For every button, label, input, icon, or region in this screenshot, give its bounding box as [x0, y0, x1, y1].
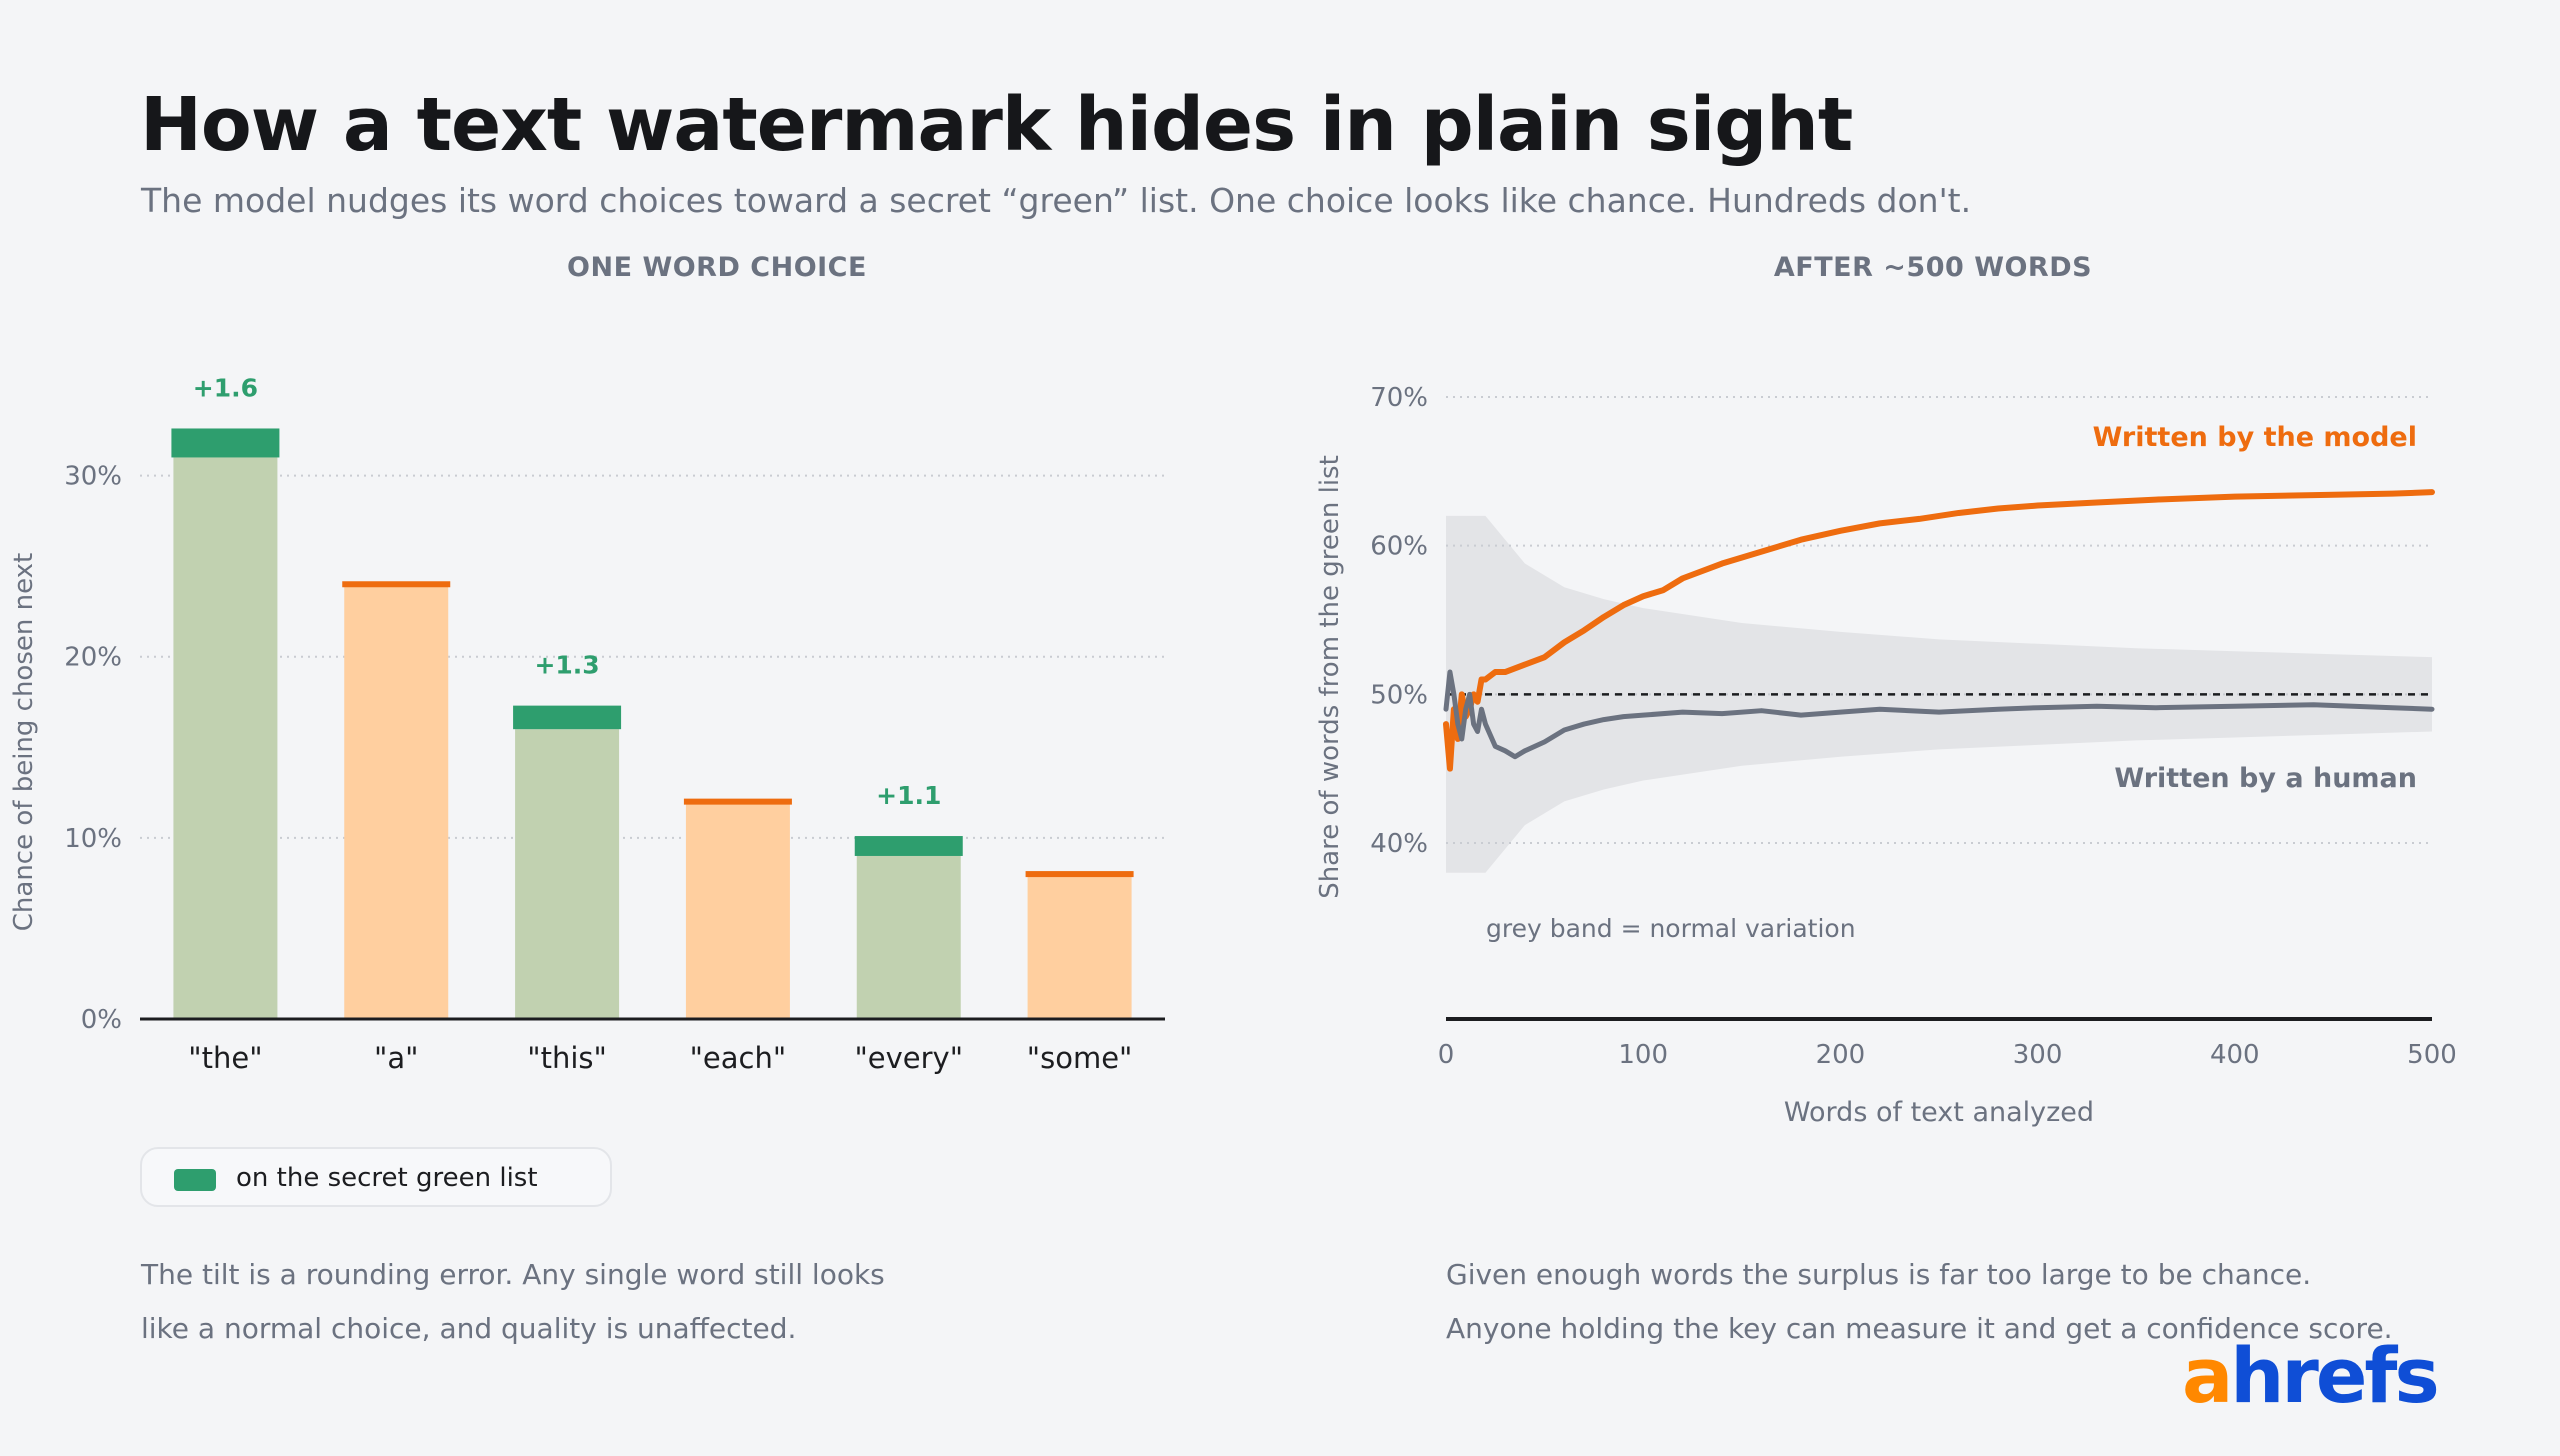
bar-top-marker	[1025, 871, 1134, 878]
bar-base	[515, 729, 620, 1019]
y-tick-label: 60%	[1370, 532, 1428, 562]
left-panel-title: ONE WORD CHOICE	[567, 252, 867, 283]
y-tick-label: 20%	[64, 643, 122, 673]
right-caption-line: Anyone holding the key can measure it an…	[1446, 1312, 2393, 1345]
page-title: How a text watermark hides in plain sigh…	[140, 82, 1853, 168]
bar-base	[1027, 874, 1132, 1019]
bar-base	[344, 584, 449, 1019]
y-tick-label: 70%	[1370, 383, 1428, 413]
x-tick-label: "the"	[188, 1041, 262, 1075]
left-caption-line: The tilt is a rounding error. Any single…	[141, 1258, 885, 1291]
x-tick-label: "each"	[690, 1041, 787, 1075]
x-tick-label: 500	[2407, 1040, 2457, 1070]
x-tick-label: 0	[1438, 1040, 1455, 1070]
right-caption: Given enough words the surplus is far to…	[1446, 1248, 2393, 1356]
legend-swatch-green	[174, 1169, 216, 1191]
ahrefs-logo: ahrefs	[2182, 1340, 2440, 1420]
band-note: grey band = normal variation	[1486, 914, 1856, 943]
y-tick-label: 30%	[64, 462, 122, 492]
bar-top-marker	[342, 581, 451, 588]
human-series-label: Written by a human	[2114, 763, 2417, 794]
bar-green-boost	[854, 836, 963, 856]
left-caption-line: like a normal choice, and quality is una…	[141, 1312, 797, 1345]
legend-label: on the secret green list	[236, 1163, 538, 1193]
x-tick-label: "every"	[854, 1041, 963, 1075]
bar-base	[685, 801, 790, 1019]
left-caption: The tilt is a rounding error. Any single…	[141, 1248, 885, 1356]
y-tick-label: 40%	[1370, 829, 1428, 859]
x-axis-label: Words of text analyzed	[1784, 1097, 2094, 1128]
y-axis-label: Share of words from the green list	[1315, 455, 1345, 899]
logo-accent-letter: a	[2182, 1340, 2230, 1420]
legend: on the secret green list	[140, 1147, 612, 1207]
bar-top-marker	[683, 798, 792, 805]
page-subtitle: The model nudges its word choices toward…	[141, 181, 1972, 220]
x-tick-label: 200	[1816, 1040, 1866, 1070]
bar-green-boost	[513, 705, 622, 730]
right-panel-title: AFTER ~500 WORDS	[1773, 252, 2093, 283]
x-tick-label: 300	[2013, 1040, 2063, 1070]
y-tick-label: 50%	[1370, 680, 1428, 710]
x-tick-label: "this"	[527, 1041, 607, 1075]
x-tick-label: "some"	[1027, 1041, 1133, 1075]
right-caption-line: Given enough words the surplus is far to…	[1446, 1258, 2312, 1291]
bar-data-label: +1.1	[876, 781, 941, 810]
bar-base	[856, 855, 961, 1019]
logo-rest-letters: hrefs	[2230, 1340, 2436, 1420]
y-axis-label: Chance of being chosen next	[9, 553, 39, 931]
bar-data-label: +1.6	[193, 373, 258, 402]
bar-green-boost	[171, 428, 280, 458]
model-series-label: Written by the model	[2093, 422, 2417, 453]
x-tick-label: 400	[2210, 1040, 2260, 1070]
x-tick-label: "a"	[374, 1041, 418, 1075]
x-tick-label: 100	[1618, 1040, 1668, 1070]
y-tick-label: 10%	[64, 824, 122, 854]
normal-variation-band	[1446, 515, 2432, 873]
bar-base	[173, 457, 278, 1019]
human-line	[1443, 669, 2435, 760]
svg-text:ahrefs: ahrefs	[2182, 1340, 2437, 1420]
bar-data-label: +1.3	[534, 651, 599, 680]
y-tick-label: 0%	[81, 1005, 122, 1035]
